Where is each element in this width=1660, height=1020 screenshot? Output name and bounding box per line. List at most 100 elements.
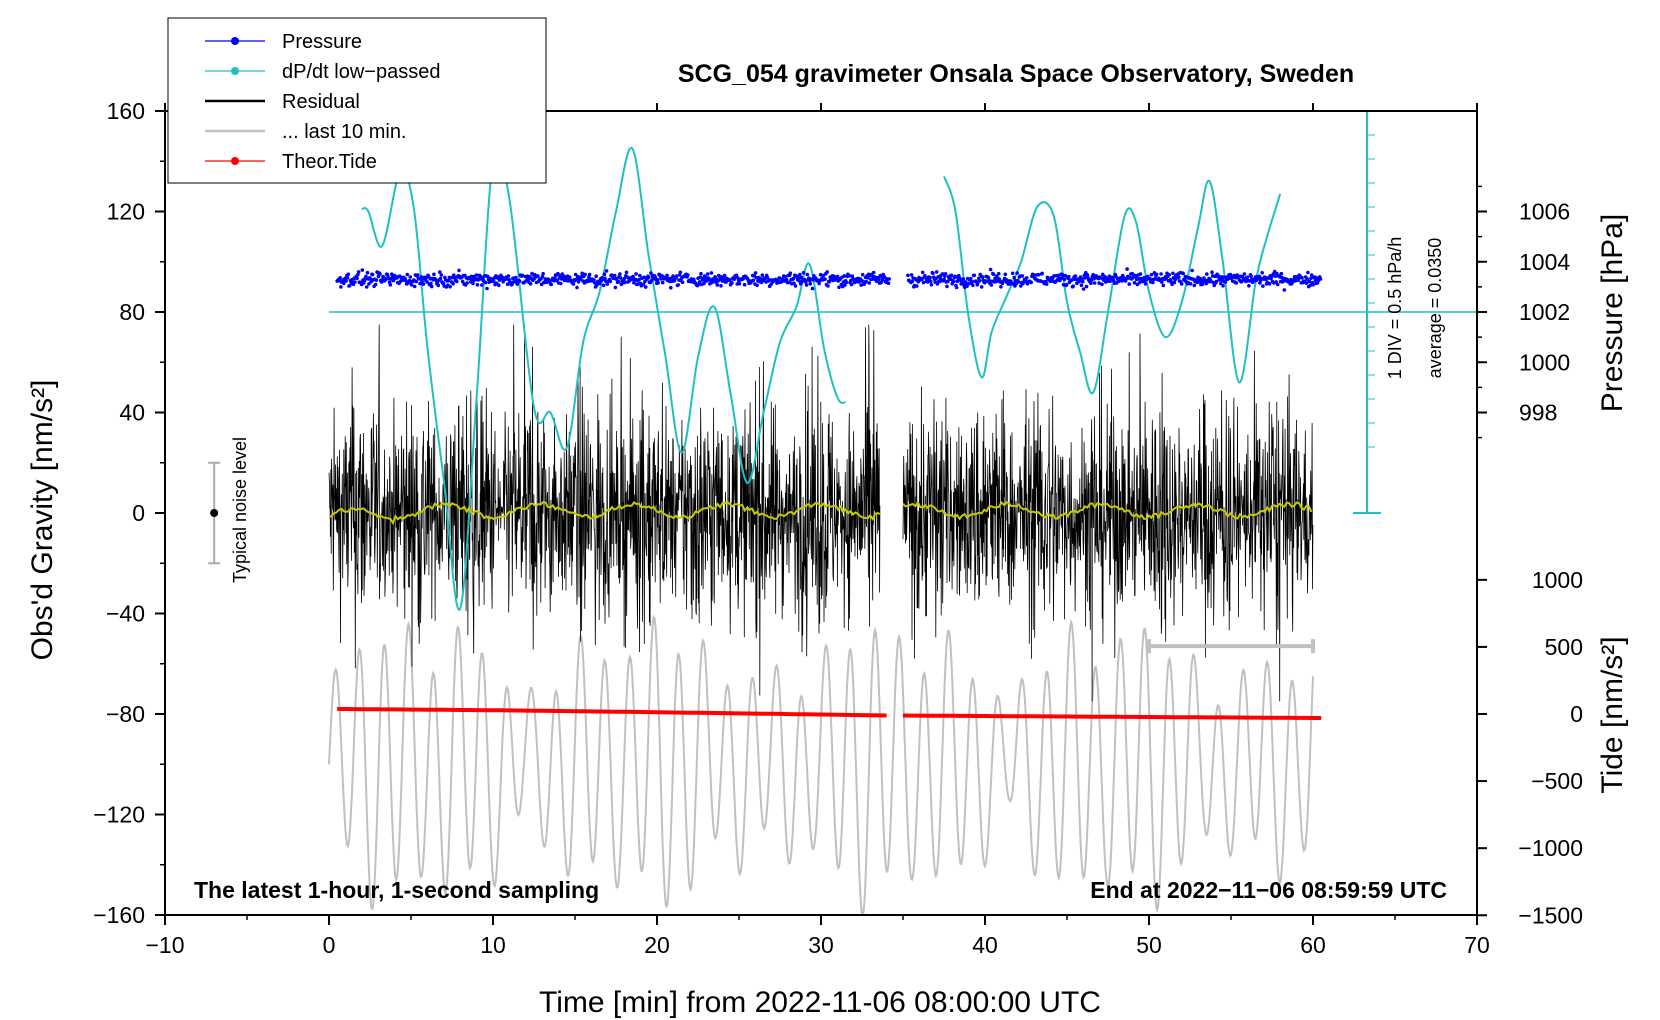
legend-marker: [231, 67, 239, 75]
pressure-point: [436, 283, 441, 288]
pressure-point: [842, 274, 846, 278]
pressure-point: [935, 282, 940, 286]
pressure-point: [475, 283, 480, 287]
pressure-point: [1234, 281, 1239, 285]
pressure-point: [715, 283, 720, 287]
pressure-point: [384, 277, 388, 282]
pressure-point: [791, 276, 796, 281]
pressure-tick-label: 1006: [1519, 199, 1570, 225]
pressure-point: [1181, 271, 1185, 276]
pressure-point: [571, 282, 576, 286]
tide-tick-label: 500: [1545, 634, 1583, 660]
pressure-point: [370, 272, 375, 277]
pressure-point: [1092, 281, 1097, 285]
pressure-point: [920, 277, 924, 282]
pressure-tick-label: 1000: [1519, 349, 1570, 375]
pressure-point: [788, 271, 793, 276]
pressure-point: [505, 282, 510, 287]
chart-title: SCG_054 gravimeter Onsala Space Observat…: [678, 60, 1354, 88]
pressure-point: [1247, 284, 1251, 288]
pressure-point: [1121, 275, 1126, 280]
pressure-point: [880, 278, 885, 282]
pressure-point: [1143, 282, 1148, 286]
pressure-point: [787, 280, 791, 285]
pressure-point: [1154, 272, 1159, 277]
pressure-point: [929, 279, 933, 284]
residual-line-0: [328, 324, 881, 696]
pressure-point: [486, 274, 490, 279]
pressure-point: [953, 274, 957, 279]
pressure-point: [455, 279, 459, 284]
pressure-point: [719, 284, 723, 288]
pressure-point: [604, 269, 609, 273]
pressure-point: [601, 283, 606, 288]
pressure-point: [1275, 282, 1280, 287]
pressure-point: [1282, 288, 1287, 292]
pressure-point: [742, 282, 747, 287]
legend-label: Pressure: [282, 31, 362, 53]
residual-line-1: [902, 333, 1314, 702]
x-tick-label: 0: [323, 932, 336, 958]
annotation-right: End at 2022−11−06 08:59:59 UTC: [1090, 877, 1447, 903]
pressure-point: [665, 273, 669, 278]
pressure-point: [1111, 276, 1115, 280]
pressure-point: [804, 283, 809, 287]
x-axis-label: Time [min] from 2022-11-06 08:00:00 UTC: [539, 986, 1101, 1019]
y-axis-label-left: Obs'd Gravity [nm/s²]: [26, 380, 59, 661]
legend-marker: [231, 37, 239, 45]
pressure-point: [709, 271, 714, 275]
pressure-point: [649, 271, 653, 275]
pressure-point: [373, 282, 378, 287]
pressure-point: [1149, 273, 1154, 277]
pressure-point: [1138, 272, 1143, 276]
pressure-point: [686, 273, 690, 277]
pressure-point: [835, 274, 840, 279]
pressure-point: [421, 282, 426, 286]
tide-tick-label: −1000: [1518, 835, 1583, 861]
pressure-point: [1279, 271, 1284, 276]
pressure-point: [637, 277, 641, 282]
pressure-point: [910, 279, 915, 284]
pressure-point: [365, 270, 370, 275]
pressure-point: [1020, 274, 1025, 278]
pressure-point: [968, 276, 973, 281]
pressure-tick-label: 1002: [1519, 299, 1570, 325]
pressure-point: [483, 280, 488, 285]
pressure-point: [623, 280, 627, 285]
pressure-point: [526, 277, 531, 282]
pressure-point: [1101, 272, 1105, 277]
pressure-point: [920, 270, 925, 275]
pressure-point: [1151, 280, 1155, 285]
pressure-point: [866, 275, 870, 280]
pressure-point: [879, 280, 883, 285]
pressure-point: [429, 281, 433, 286]
pressure-point: [928, 275, 932, 280]
legend-items: Pressure dP/dt low−passed Residual ... last…: [205, 31, 440, 173]
pressure-point: [698, 275, 703, 280]
pressure-series: [335, 267, 1323, 292]
legend-label: Theor.Tide: [282, 151, 377, 173]
last-10-min-line: [328, 614, 1314, 916]
pressure-point: [439, 273, 444, 277]
pressure-point: [1223, 280, 1228, 284]
pressure-point: [1296, 278, 1301, 283]
noise-center-dot: [210, 509, 219, 517]
pressure-point: [595, 283, 599, 287]
pressure-point: [346, 272, 351, 277]
pressure-point: [755, 283, 759, 288]
pressure-point: [1309, 276, 1313, 281]
pressure-point: [653, 275, 658, 279]
y-tick-label: 40: [119, 400, 145, 426]
pressure-point: [506, 274, 511, 278]
pressure-point: [971, 283, 975, 288]
pressure-point: [344, 279, 348, 283]
pressure-point: [618, 272, 622, 276]
pressure-point: [906, 273, 910, 278]
x-tick-label: 40: [972, 932, 998, 958]
noise-level-label: Typical noise level: [230, 437, 250, 583]
pressure-point: [452, 275, 457, 280]
pressure-point: [961, 277, 966, 281]
axis-ticks: −10 0 10 20 30 40 50 60 70 160 120 80 40 0 −40 −80 −120 −…: [93, 98, 1583, 958]
pressure-point: [1080, 277, 1084, 281]
pressure-point: [934, 270, 939, 274]
